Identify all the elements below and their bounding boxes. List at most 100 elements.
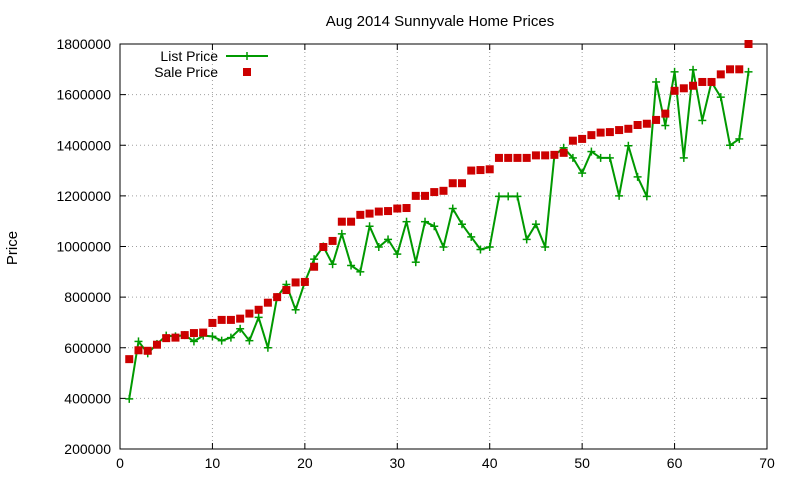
sale-price-point <box>300 277 309 286</box>
sale-price-point <box>698 77 707 86</box>
list-price-point <box>744 67 753 76</box>
list-price-point <box>661 121 670 130</box>
list-price-point <box>208 332 217 341</box>
legend-square-swatch <box>243 68 251 76</box>
sale-price-point <box>541 151 550 160</box>
sale-price-point <box>254 305 263 314</box>
x-tick-label: 10 <box>205 455 221 471</box>
list-price-point <box>587 147 596 156</box>
sale-price-point <box>152 340 161 349</box>
legend-plus-swatch <box>243 52 251 60</box>
list-price-point <box>726 141 735 150</box>
sale-price-point <box>263 298 272 307</box>
sale-price-point <box>171 333 180 342</box>
x-tick-label: 20 <box>297 455 313 471</box>
sale-price-point <box>199 328 208 337</box>
sale-price-point <box>162 334 171 343</box>
list-price-point <box>356 267 365 276</box>
list-price-point <box>652 77 661 86</box>
sale-price-point <box>393 204 402 213</box>
sale-price-point <box>319 243 328 252</box>
sale-price-point <box>134 346 143 355</box>
series-layer <box>125 40 753 403</box>
list-price-point <box>735 134 744 143</box>
list-price-point <box>365 222 374 231</box>
sale-price-point <box>578 134 587 143</box>
list-price-point <box>494 192 503 201</box>
sale-price-point <box>310 262 319 271</box>
sale-price-point <box>652 115 661 124</box>
sale-price-point <box>125 355 134 364</box>
list-price-point <box>411 258 420 267</box>
list-price-point <box>236 324 245 333</box>
y-tick-label: 200000 <box>64 441 111 457</box>
sale-price-point <box>457 179 466 188</box>
sale-price-point <box>421 191 430 200</box>
list-price-point <box>541 243 550 252</box>
y-tick-label: 1000000 <box>56 239 111 255</box>
sale-price-point <box>337 217 346 226</box>
sale-price-point <box>411 191 420 200</box>
sale-price-point <box>624 124 633 133</box>
list-price-point <box>421 217 430 226</box>
sale-price-point <box>347 217 356 226</box>
list-price-point <box>596 153 605 162</box>
sale-price-point <box>328 236 337 245</box>
list-price-point <box>337 229 346 238</box>
list-price-point <box>568 153 577 162</box>
sale-price-point <box>568 136 577 145</box>
x-tick-label: 70 <box>759 455 775 471</box>
list-price-point <box>605 153 614 162</box>
sale-price-point <box>430 188 439 197</box>
sale-price-point <box>513 153 522 162</box>
sale-price-point <box>689 81 698 90</box>
list-price-line <box>128 68 750 400</box>
y-tick-label: 400000 <box>64 390 111 406</box>
sale-price-point <box>670 86 679 95</box>
list-price-point <box>254 313 263 322</box>
x-tick-label: 50 <box>574 455 590 471</box>
sale-price-point <box>559 148 568 157</box>
list-price-point <box>679 153 688 162</box>
sale-price-point <box>550 150 559 159</box>
sale-price-point <box>143 346 152 355</box>
series-sale-price <box>125 40 753 364</box>
sale-price-point <box>587 131 596 140</box>
list-price-point <box>134 337 143 346</box>
sale-price-point <box>439 186 448 195</box>
x-tick-label: 40 <box>482 455 498 471</box>
y-tick-label: 600000 <box>64 340 111 356</box>
sale-price-point <box>716 70 725 79</box>
list-price-point <box>374 243 383 252</box>
list-price-point <box>513 192 522 201</box>
list-price-point <box>485 243 494 252</box>
list-price-point <box>384 235 393 244</box>
axes: 0 10 20 30 40 50 60 70 200000 400000 600000 800000 1… <box>56 36 775 471</box>
sale-price-point <box>236 314 245 323</box>
list-price-point <box>430 222 439 231</box>
list-price-point <box>504 192 513 201</box>
list-price-point <box>226 333 235 342</box>
list-price-point <box>642 192 651 201</box>
sale-price-point <box>531 151 540 160</box>
sale-price-point <box>679 84 688 93</box>
list-price-point <box>531 220 540 229</box>
sale-price-point <box>208 318 217 327</box>
list-price-point <box>263 343 272 352</box>
sale-price-point <box>291 278 300 287</box>
list-price-point <box>125 394 134 403</box>
plot-frame <box>119 43 768 450</box>
sale-price-point <box>356 210 365 219</box>
sale-price-point <box>735 65 744 74</box>
sale-price-point <box>504 153 513 162</box>
legend-label: Sale Price <box>154 64 218 80</box>
sale-price-point <box>494 153 503 162</box>
sale-price-point <box>744 40 753 48</box>
x-tick-label: 60 <box>667 455 683 471</box>
sale-price-point <box>402 204 411 213</box>
sale-price-point <box>365 209 374 218</box>
sale-price-point <box>273 293 282 302</box>
